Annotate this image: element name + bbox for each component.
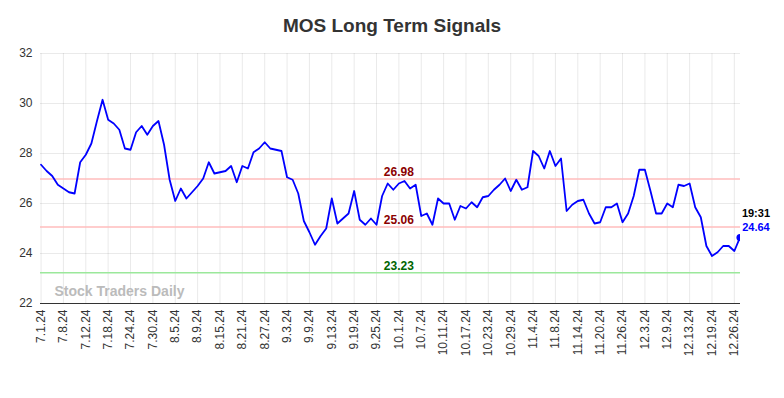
svg-text:12.26.24: 12.26.24 [727, 309, 741, 356]
svg-text:25.06: 25.06 [384, 213, 414, 227]
svg-text:10.17.24: 10.17.24 [459, 309, 473, 356]
html-text:MOS Long Term Signals: MOS Long Term Signals [282, 15, 502, 36]
svg-text:28: 28 [19, 146, 33, 160]
svg-text:12.9.24: 12.9.24 [660, 309, 674, 349]
svg-text:12.13.24: 12.13.24 [682, 309, 696, 356]
svg-text:7.30.24: 7.30.24 [146, 309, 160, 349]
svg-text:7.8.24: 7.8.24 [56, 309, 70, 343]
svg-text:8.21.24: 8.21.24 [235, 309, 249, 349]
svg-text:10.1.24: 10.1.24 [392, 309, 406, 349]
svg-text:11.20.24: 11.20.24 [593, 309, 607, 355]
svg-text:8.9.24: 8.9.24 [190, 309, 204, 343]
svg-text:11.4.24: 11.4.24 [526, 309, 540, 348]
svg-text:8.27.24: 8.27.24 [258, 309, 272, 349]
svg-text:9.3.24: 9.3.24 [280, 309, 294, 343]
svg-text:7.18.24: 7.18.24 [101, 309, 115, 349]
svg-text:8.5.24: 8.5.24 [168, 309, 182, 343]
svg-text:7.24.24: 7.24.24 [123, 309, 137, 349]
svg-text:19:31: 19:31 [742, 207, 770, 219]
svg-text:30: 30 [19, 96, 33, 110]
svg-text:9.13.24: 9.13.24 [325, 309, 339, 349]
svg-text:12.19.24: 12.19.24 [705, 309, 719, 356]
svg-text:10.29.24: 10.29.24 [504, 309, 518, 356]
svg-text:26: 26 [19, 196, 33, 210]
svg-text:7.1.24: 7.1.24 [34, 309, 48, 343]
svg-text:10.23.24: 10.23.24 [481, 309, 495, 356]
svg-text:9.25.24: 9.25.24 [369, 309, 383, 349]
svg-text:24.64: 24.64 [742, 221, 770, 233]
svg-text:10.7.24: 10.7.24 [414, 309, 428, 349]
svg-text:26.98: 26.98 [384, 165, 414, 179]
svg-text:11.26.24: 11.26.24 [615, 309, 629, 355]
svg-text:23.23: 23.23 [384, 259, 414, 273]
svg-text:Stock Traders Daily: Stock Traders Daily [55, 283, 185, 299]
svg-text:24: 24 [19, 246, 33, 260]
svg-text:11.8.24: 11.8.24 [548, 309, 562, 348]
svg-text:10.11.24: 10.11.24 [436, 309, 450, 355]
svg-text:7.12.24: 7.12.24 [79, 309, 93, 349]
svg-text:8.15.24: 8.15.24 [213, 309, 227, 349]
svg-text:9.19.24: 9.19.24 [347, 309, 361, 349]
svg-text:9.9.24: 9.9.24 [302, 309, 316, 343]
svg-text:12.3.24: 12.3.24 [638, 309, 652, 349]
svg-text:32: 32 [19, 46, 33, 60]
svg-text:22: 22 [19, 296, 33, 310]
svg-text:11.14.24: 11.14.24 [571, 309, 585, 355]
